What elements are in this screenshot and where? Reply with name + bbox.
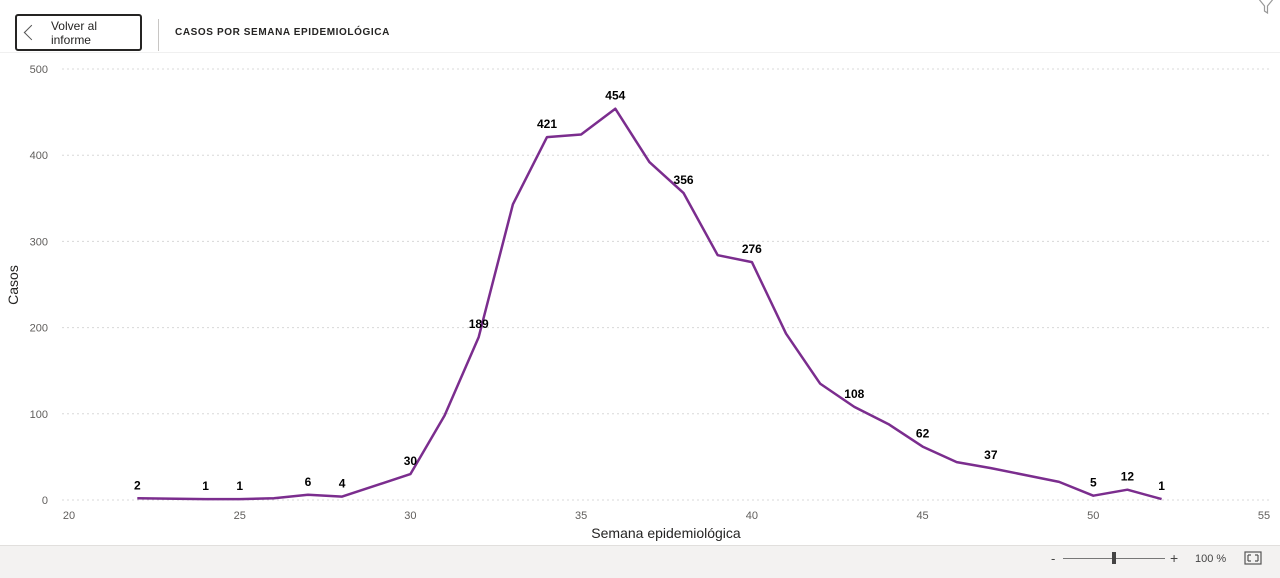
line-chart: 0 100 200 300 400 500 20 25 30 35 40 45 50 55 2 1 1 6 4 3… <box>5 64 1270 541</box>
footer-bar: - + 100 % <box>0 545 1280 578</box>
data-label: 4 <box>339 477 346 491</box>
data-label: 1 <box>236 479 243 493</box>
y-tick-label: 0 <box>42 495 48 507</box>
zoom-slider-thumb[interactable] <box>1112 552 1116 564</box>
y-tick-label: 400 <box>30 150 48 162</box>
x-tick-label: 55 <box>1258 510 1270 522</box>
data-label: 12 <box>1121 470 1135 484</box>
data-labels: 2 1 1 6 4 30 189 421 454 356 276 108 62 37 5 12 1 <box>134 89 1165 493</box>
data-label: 454 <box>605 89 625 103</box>
x-tick-label: 35 <box>575 510 587 522</box>
chevron-left-icon <box>23 24 40 41</box>
x-tick-label: 25 <box>234 510 246 522</box>
data-label: 356 <box>674 173 694 187</box>
data-label: 37 <box>984 448 998 462</box>
back-to-report-button[interactable]: Volver al informe <box>15 14 142 51</box>
x-tick-label: 20 <box>63 510 75 522</box>
data-label: 30 <box>404 454 418 468</box>
data-label: 6 <box>305 475 312 489</box>
y-axis-ticks: 0 100 200 300 400 500 <box>30 64 48 507</box>
fit-to-page-icon[interactable] <box>1244 551 1262 565</box>
x-tick-label: 45 <box>916 510 928 522</box>
data-label: 2 <box>134 478 141 492</box>
x-axis-ticks: 20 25 30 35 40 45 50 55 <box>63 510 1270 522</box>
header: Volver al informe CASOS POR SEMANA EPIDE… <box>0 0 1280 53</box>
data-label: 276 <box>742 242 762 256</box>
header-divider <box>158 19 159 51</box>
data-label: 1 <box>1158 479 1165 493</box>
x-tick-label: 50 <box>1087 510 1099 522</box>
gridlines <box>62 68 1270 501</box>
data-label: 189 <box>469 317 489 331</box>
back-button-label: Volver al informe <box>50 18 97 47</box>
x-tick-label: 40 <box>746 510 758 522</box>
zoom-level: 100 % <box>1195 553 1227 565</box>
filter-icon[interactable] <box>1256 0 1276 16</box>
data-label: 421 <box>537 117 557 131</box>
y-tick-label: 300 <box>30 236 48 248</box>
series-line[interactable] <box>137 107 1162 501</box>
zoom-out-button[interactable]: - <box>1051 551 1056 566</box>
x-axis-label: Semana epidemiológica <box>591 525 741 541</box>
zoom-in-button[interactable]: + <box>1170 550 1179 566</box>
y-axis-label: Casos <box>5 265 21 305</box>
y-tick-label: 100 <box>30 409 48 421</box>
data-label: 62 <box>916 427 930 441</box>
data-label: 108 <box>844 387 864 401</box>
data-label: 1 <box>202 479 209 493</box>
data-label: 5 <box>1090 476 1097 490</box>
page-title: CASOS POR SEMANA EPIDEMIOLÓGICA <box>175 27 390 38</box>
y-tick-label: 200 <box>30 323 48 335</box>
y-tick-label: 500 <box>30 64 48 76</box>
x-tick-label: 30 <box>404 510 416 522</box>
